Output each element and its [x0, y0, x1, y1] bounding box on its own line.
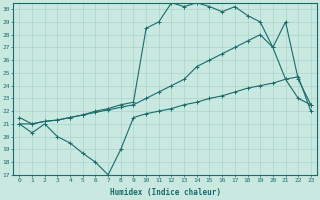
X-axis label: Humidex (Indice chaleur): Humidex (Indice chaleur) [110, 188, 220, 197]
